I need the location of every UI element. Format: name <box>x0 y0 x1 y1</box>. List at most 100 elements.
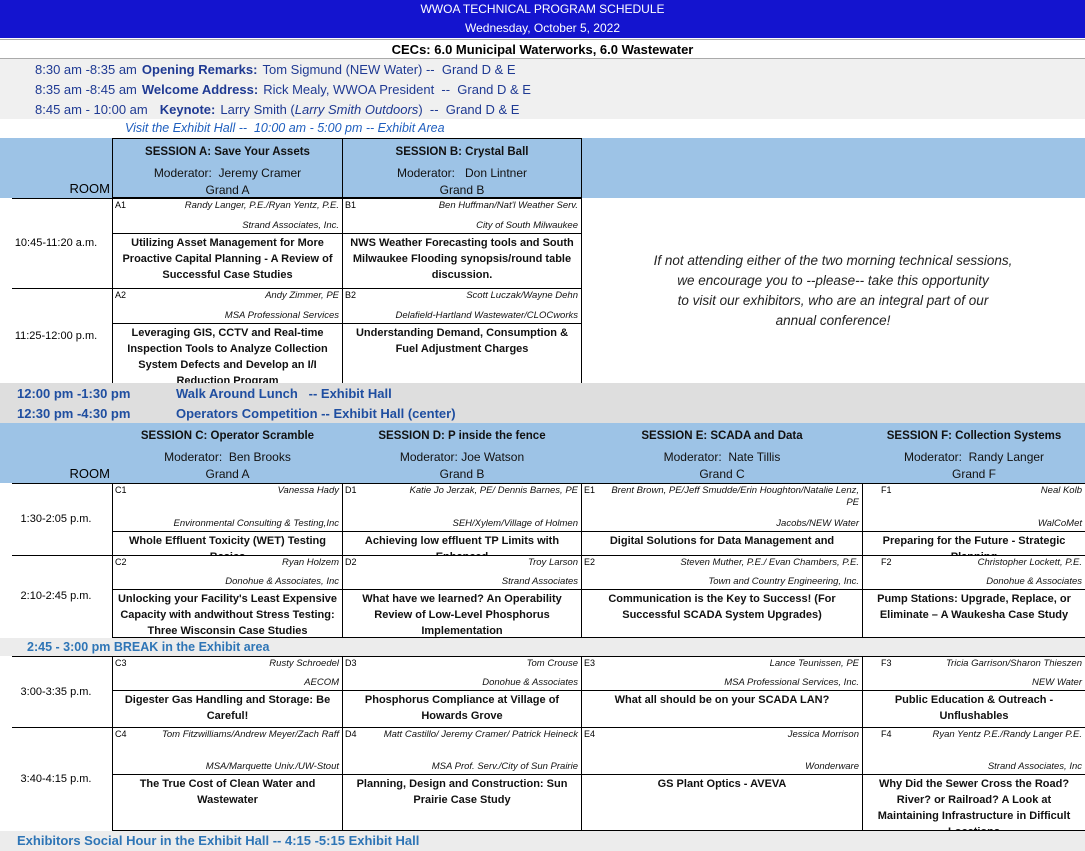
break-row: 2:45 - 3:00 pm BREAK in the Exhibit area <box>0 638 1085 656</box>
talk-title: GS Plant Optics - AVEVA <box>582 774 862 830</box>
talk-cell: D4 Matt Castillo/ Jeremy Cramer/ Patrick … <box>342 727 582 831</box>
opening-bg <box>0 59 1085 119</box>
session-header: SESSION F: Collection Systems Moderator: … <box>862 423 1085 483</box>
slot-divider <box>12 198 112 199</box>
talk-org: Strand Associates, Inc. <box>242 220 339 231</box>
talk-code: B1 <box>345 200 357 210</box>
talk-org: NEW Water <box>1032 677 1082 688</box>
talk-cell: E1 Brent Brown, PE/Jeff Smudde/Erin Hough… <box>581 483 863 556</box>
session-moderator: Moderator: Randy Langer <box>903 450 1045 464</box>
talk-code: D3 <box>345 658 357 668</box>
talk-code: D2 <box>345 557 357 567</box>
slot-time: 2:10-2:45 p.m. <box>20 590 92 602</box>
session-room: Grand B <box>439 467 485 481</box>
session-header: SESSION E: SCADA and Data Moderator: Nate… <box>581 423 863 483</box>
session-moderator: Moderator: Joe Watson <box>399 450 525 464</box>
session-header: SESSION A: Save Your Assets Moderator: Je… <box>112 138 343 198</box>
talk-title: The True Cost of Clean Water and Wastewa… <box>113 774 342 830</box>
message-line: annual conference! <box>775 313 891 328</box>
talk-title: Why Did the Sewer Cross the Road? River?… <box>863 774 1085 830</box>
room-label: ROOM <box>69 466 110 481</box>
talk-org: Town and Country Engineering, Inc. <box>708 576 859 587</box>
talk-org: Environmental Consulting & Testing,Inc <box>173 518 339 529</box>
slot-divider <box>12 483 112 484</box>
talk-cell: D3 Tom Crouse Donohue & Associates Phosphor… <box>342 656 582 728</box>
talk-code: C3 <box>115 658 127 668</box>
talk-org: MSA Professional Services <box>224 310 339 321</box>
talk-header: Tom Crouse Donohue & Associates <box>343 657 581 690</box>
session-title: SESSION F: Collection Systems <box>886 430 1062 442</box>
talk-speaker: Ben Huffman/Nat'l Weather Serv. <box>438 200 578 211</box>
talk-org: Donohue & Associates, Inc <box>225 576 339 587</box>
session-header: SESSION C: Operator Scramble Moderator: B… <box>112 423 343 483</box>
talk-header: Jessica Morrison Wonderware <box>582 728 862 774</box>
talk-header: Katie Jo Jerzak, PE/ Dennis Barnes, PE SE… <box>343 484 581 531</box>
slot-divider <box>12 288 112 289</box>
slot-time: 10:45-11:20 a.m. <box>14 237 98 249</box>
talk-title: Understanding Demand, Consumption & Fuel… <box>343 323 581 383</box>
opening-detail-italic: Larry Smith Outdoors <box>294 102 419 117</box>
talk-title: Achieving low effluent TP Limits with En… <box>343 531 581 555</box>
message-line: we encourage you to --please-- take this… <box>677 273 989 288</box>
talk-org: Donohue & Associates <box>482 677 578 688</box>
talk-speaker: Tom Fitzwilliams/Andrew Meyer/Zach Raff <box>161 729 339 740</box>
talk-cell: C1 Vanessa Hady Environmental Consulting &… <box>112 483 343 556</box>
talk-speaker: Lance Teunissen, PE <box>769 658 859 669</box>
session-room: Grand A <box>205 467 250 481</box>
session-room: Grand C <box>699 467 745 481</box>
opening-time: 8:45 am - 10:00 am <box>35 102 148 117</box>
session-title: SESSION A: Save Your Assets <box>145 146 310 158</box>
talk-code: E3 <box>584 658 596 668</box>
talk-speaker: Andy Zimmer, PE <box>265 290 339 301</box>
session-moderator: Moderator: Jeremy Cramer <box>153 166 302 180</box>
talk-title: What all should be on your SCADA LAN? <box>582 690 862 727</box>
talk-title: Unlocking your Facility's Least Expensiv… <box>113 589 342 637</box>
session-title: SESSION D: P inside the fence <box>378 430 546 442</box>
session-moderator: Moderator: Don Lintner <box>396 166 528 180</box>
room-label: ROOM <box>69 181 110 196</box>
talk-code: F3 <box>881 658 892 668</box>
talk-cell: C2 Ryan Holzem Donohue & Associates, Inc Un… <box>112 555 343 638</box>
session-room: Grand B <box>439 183 485 197</box>
talk-header: Brent Brown, PE/Jeff Smudde/Erin Houghto… <box>582 484 862 531</box>
talk-cell: C4 Tom Fitzwilliams/Andrew Meyer/Zach Raf… <box>112 727 343 831</box>
talk-org: Donohue & Associates <box>986 576 1082 587</box>
session-title: SESSION E: SCADA and Data <box>641 430 803 442</box>
talk-cell: A1 Randy Langer, P.E./Ryan Yentz, P.E. Str… <box>112 198 343 289</box>
opening-line: 8:30 am -8:35 am Opening Remarks: Tom Sigm… <box>35 60 516 80</box>
talk-cell: F3 Tricia Garrison/Sharon Thieszen NEW Wat… <box>862 656 1085 728</box>
talk-org: MSA/Marquette Univ./UW-Stout <box>205 761 339 772</box>
talk-cell: D1 Katie Jo Jerzak, PE/ Dennis Barnes, PE… <box>342 483 582 556</box>
talk-cell: E2 Steven Muther, P.E./ Evan Chambers, P.… <box>581 555 863 638</box>
opening-detail: Rick Mealy, WWOA President -- Grand D & … <box>263 82 531 97</box>
date-bar: Wednesday, October 5, 2022 <box>0 19 1085 38</box>
message-line: If not attending either of the two morni… <box>653 253 1013 268</box>
talk-speaker: Christopher Lockett, P.E. <box>977 557 1082 568</box>
talk-title: Utilizing Asset Management for More Proa… <box>113 233 342 288</box>
talk-org: Delafield-Hartland Wastewater/CLOCworks <box>395 310 579 321</box>
session-title: SESSION C: Operator Scramble <box>140 430 315 442</box>
talk-speaker: Vanessa Hady <box>277 485 339 496</box>
talk-org: Wonderware <box>805 761 859 772</box>
slot-divider <box>12 656 112 657</box>
talk-header: Christopher Lockett, P.E. Donohue & Assoc… <box>863 556 1085 589</box>
talk-cell: E4 Jessica Morrison Wonderware GS Plant Opt… <box>581 727 863 831</box>
talk-code: C4 <box>115 729 127 739</box>
session-title: SESSION B: Crystal Ball <box>395 146 529 158</box>
opening-time: 8:35 am -8:45 am <box>35 82 137 97</box>
talk-code: F2 <box>881 557 892 567</box>
talk-speaker: Ryan Holzem <box>281 557 339 568</box>
midday-text: Walk Around Lunch -- Exhibit Hall <box>176 386 392 401</box>
talk-title: Preparing for the Future - Strategic Pla… <box>863 531 1085 555</box>
session-moderator: Moderator: Nate Tillis <box>663 450 781 464</box>
talk-header: Ben Huffman/Nat'l Weather Serv. City of S… <box>343 199 581 233</box>
talk-header: Andy Zimmer, PE MSA Professional Services <box>113 289 342 323</box>
talk-code: E4 <box>584 729 596 739</box>
opening-detail-end: ) -- Grand D & E <box>418 102 520 117</box>
opening-detail: Larry Smith ( <box>220 102 295 117</box>
session-room: Grand F <box>951 467 996 481</box>
exhibit-note: Visit the Exhibit Hall -- 10:00 am - 5:0… <box>125 121 445 135</box>
talk-header: Scott Luczak/Wayne Dehn Delafield-Hartlan… <box>343 289 581 323</box>
talk-header: Troy Larson Strand Associates <box>343 556 581 589</box>
